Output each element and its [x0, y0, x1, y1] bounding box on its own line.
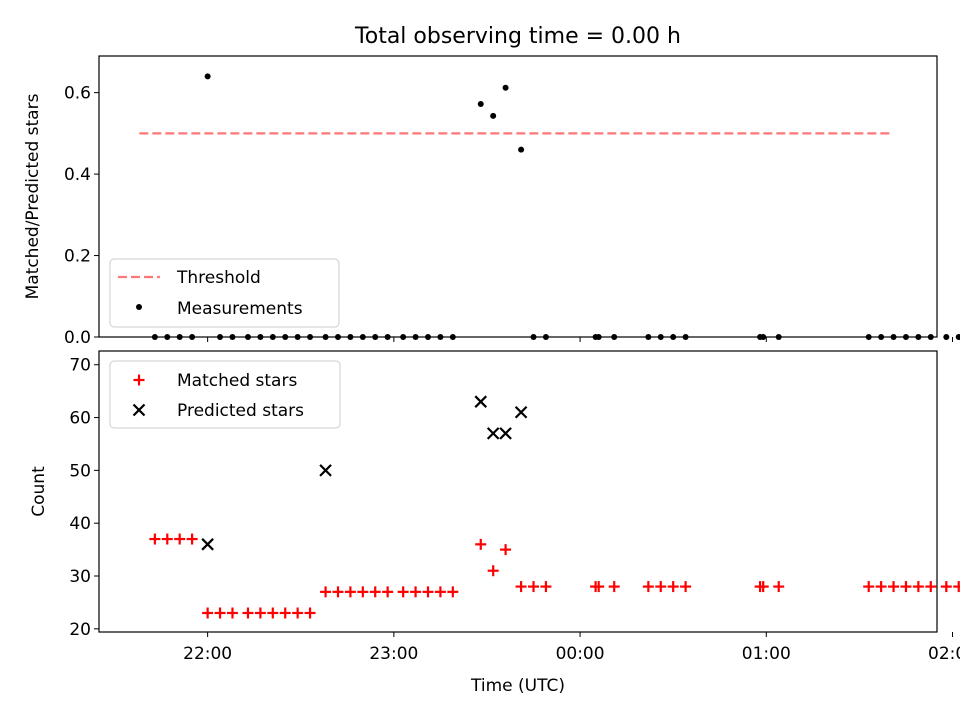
matched-star-point: [186, 533, 198, 545]
x-tick-label: 23:00: [369, 644, 418, 664]
top-panel: Total observing time = 0.00 h 0.0 0.2 0.4 0.…: [23, 24, 960, 348]
matched-star-point: [174, 533, 186, 545]
matched-star-point: [279, 607, 291, 619]
y-tick-label: 40: [69, 514, 91, 534]
matched-star-point: [528, 581, 540, 593]
chart-title: Total observing time = 0.00 h: [354, 24, 681, 49]
matched-star-point: [397, 586, 409, 598]
matched-star-point: [888, 581, 900, 593]
measurement-point: [943, 334, 950, 340]
legend-predicted-swatch: [132, 403, 146, 417]
matched-star-point: [925, 581, 937, 593]
legend-label: Predicted stars: [177, 401, 304, 421]
predicted-star-point: [514, 405, 528, 419]
legend-label: Measurements: [177, 299, 303, 319]
matched-star-point: [447, 586, 459, 598]
y-tick-label: 60: [69, 409, 91, 429]
matched-star-point: [680, 581, 692, 593]
x-tick-label: 22:00: [183, 644, 232, 664]
top-axes-frame: [98, 55, 938, 338]
measurement-point: [477, 101, 484, 108]
matched-star-point: [593, 581, 605, 593]
legend: Matched stars Predicted stars: [109, 360, 341, 429]
predicted-star-point: [201, 538, 214, 551]
measurement-point: [204, 73, 211, 80]
bottom-panel: 20 30 40 50 60 70 22:00 23:00 00:00 01:00 02:00 Cou…: [29, 350, 960, 696]
matched-star-point: [202, 607, 214, 619]
matched-star-point: [422, 586, 434, 598]
matched-star-point: [242, 607, 254, 619]
matched-star-point: [608, 581, 620, 593]
matched-star-point: [500, 544, 512, 556]
y-tick-label: 0.2: [64, 247, 91, 267]
matched-star-point: [292, 607, 304, 619]
predicted-star-point: [319, 464, 332, 477]
measurement-point: [502, 84, 509, 91]
matched-star-point: [410, 586, 422, 598]
predicted-star-point: [474, 395, 488, 408]
matched-star-point: [875, 581, 887, 593]
matched-star-point: [332, 586, 344, 598]
y-tick-label: 50: [69, 461, 91, 481]
x-tick-label: 02:00: [928, 644, 960, 664]
matched-star-point: [161, 533, 173, 545]
measurement-point: [490, 112, 497, 119]
legend-matched-swatch: [133, 374, 145, 386]
matched-star-point: [912, 581, 924, 593]
legend-box: [109, 360, 341, 429]
matched-star-point: [487, 565, 499, 577]
matched-star-point: [642, 581, 654, 593]
legend-label: Matched stars: [177, 371, 297, 391]
y-tick-label: 0.4: [64, 165, 91, 185]
matched-star-point: [357, 586, 369, 598]
matched-star-point: [226, 607, 238, 619]
predicted-star-point: [499, 427, 512, 440]
legend-label: Threshold: [176, 268, 261, 288]
matched-star-point: [953, 581, 960, 593]
matched-star-point: [149, 533, 161, 545]
matched-star-point: [540, 581, 552, 593]
matched-star-point: [214, 607, 226, 619]
matched-star-point: [900, 581, 912, 593]
measurement-point: [955, 334, 960, 340]
y-tick-label: 30: [69, 567, 91, 587]
matched-star-point: [344, 586, 356, 598]
legend-box: [109, 258, 340, 328]
matched-star-point: [254, 607, 266, 619]
predicted-star-point: [486, 427, 500, 440]
matched-star-point: [655, 581, 667, 593]
matched-star-point: [863, 581, 875, 593]
matched-star-point: [667, 581, 679, 593]
matched-star-point: [304, 607, 316, 619]
y-tick-label: 0.0: [64, 328, 91, 348]
measurement-point: [518, 146, 525, 153]
y-axis-label: Matched/Predicted stars: [23, 93, 43, 299]
y-tick-label: 20: [69, 620, 91, 640]
legend-measurement-swatch: [136, 304, 142, 310]
matched-star-point: [434, 586, 446, 598]
matched-star-point: [515, 581, 527, 593]
y-tick-label: 70: [69, 356, 91, 376]
x-axis-label: Time (UTC): [470, 676, 565, 696]
matched-star-point: [320, 586, 332, 598]
y-tick-label: 0.6: [64, 84, 91, 104]
matched-star-point: [757, 581, 769, 593]
matched-star-point: [475, 538, 487, 550]
matched-star-point: [382, 586, 394, 598]
matched-star-point: [369, 586, 381, 598]
bottom-axes-frame: [98, 350, 938, 633]
matched-star-point: [773, 581, 785, 593]
matched-star-point: [267, 607, 279, 619]
x-tick-label: 01:00: [742, 644, 791, 664]
matched-star-point: [940, 581, 952, 593]
x-tick-label: 00:00: [556, 644, 605, 664]
legend: Threshold Measurements: [109, 258, 340, 328]
y-axis-label: Count: [29, 466, 49, 517]
